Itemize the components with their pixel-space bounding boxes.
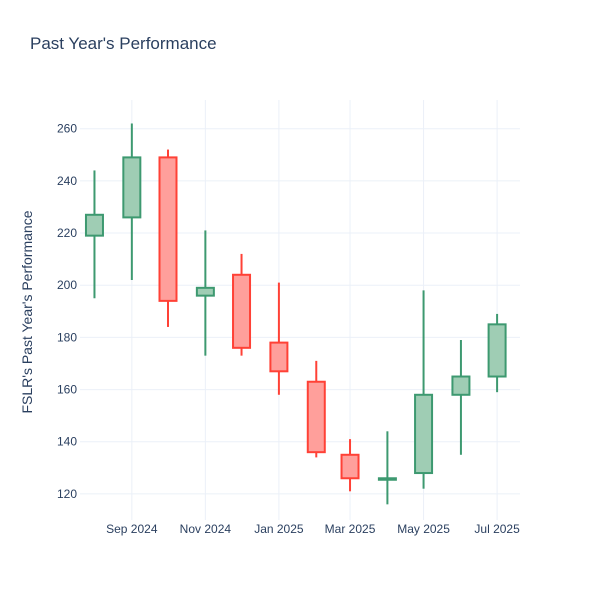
y-tick-label: 160 (57, 383, 77, 397)
candle (487, 313, 507, 393)
x-tick-label: Sep 2024 (106, 522, 158, 536)
candle (232, 253, 252, 356)
x-tick-label: Jan 2025 (254, 522, 304, 536)
candle-body (84, 213, 104, 237)
y-tick-label: 200 (57, 278, 77, 292)
candle-layer (84, 123, 507, 505)
y-tick-label: 120 (57, 487, 77, 501)
candle-body (232, 273, 252, 349)
candle-body (269, 341, 289, 373)
candle (451, 340, 471, 455)
chart-title: Past Year's Performance (30, 34, 217, 53)
y-axis-title: FSLR's Past Year's Performance (19, 210, 35, 413)
candle-body (377, 477, 397, 481)
candle (306, 360, 326, 458)
y-tick-label: 260 (57, 122, 77, 136)
candle (414, 290, 434, 489)
x-tick-label: Nov 2024 (180, 522, 232, 536)
candle-body (340, 453, 360, 480)
x-tick-label: Mar 2025 (325, 522, 376, 536)
candle-body (414, 393, 434, 475)
candle (158, 149, 178, 327)
y-tick-label: 240 (57, 174, 77, 188)
candle (195, 230, 215, 356)
candle-body (195, 286, 215, 297)
y-tick-label: 180 (57, 330, 77, 344)
grid-layer (80, 100, 520, 520)
candle-body (122, 156, 142, 219)
candle (122, 123, 142, 280)
candle-body (487, 323, 507, 378)
candle-body (306, 380, 326, 454)
candle-body (451, 375, 471, 396)
candle-body (158, 156, 178, 302)
x-tick-label: Jul 2025 (474, 522, 520, 536)
candle (269, 282, 289, 395)
candle (377, 431, 397, 505)
axis-layer: 120 140 160 180 200 220 240 260 Sep 2024 Nov 2024… (57, 122, 520, 536)
y-tick-label: 220 (57, 226, 77, 240)
x-tick-label: May 2025 (397, 522, 450, 536)
candle (340, 439, 360, 492)
candle (84, 170, 104, 299)
y-tick-label: 140 (57, 435, 77, 449)
